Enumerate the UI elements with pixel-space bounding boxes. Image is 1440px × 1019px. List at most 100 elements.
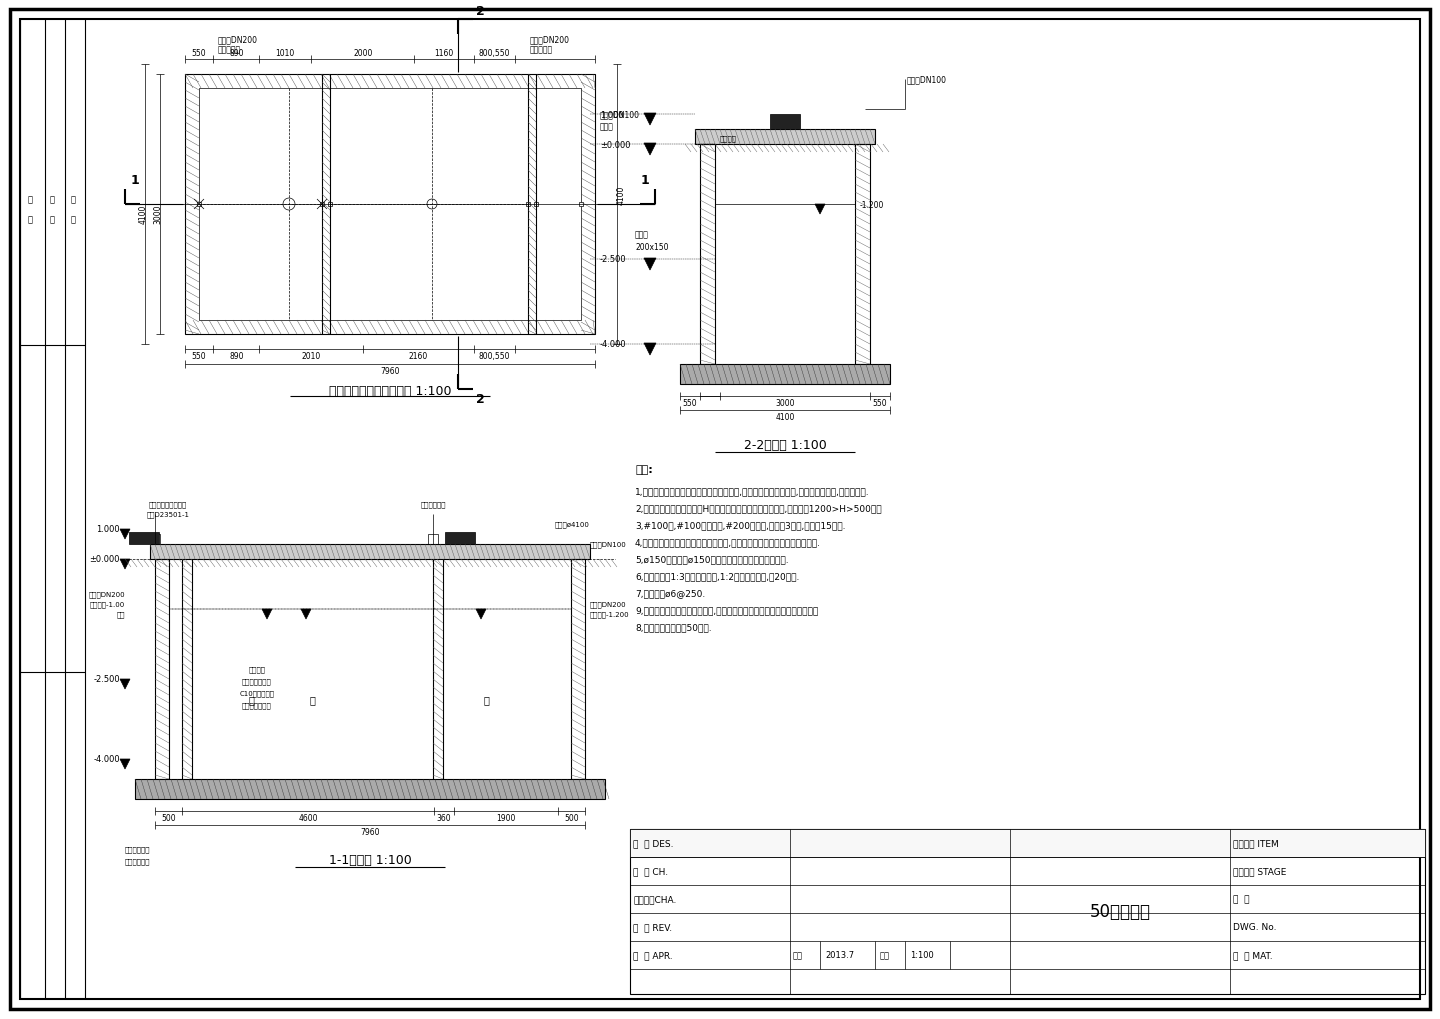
Text: 890: 890: [229, 49, 243, 58]
Polygon shape: [644, 114, 657, 126]
Text: 进水管DN200: 进水管DN200: [530, 36, 570, 45]
Text: 1,化粪池盖板系不能行驶机动车及载货措车,如设置在机动车干道上,公共活动场地时,须另行设计.: 1,化粪池盖板系不能行驶机动车及载货措车,如设置在机动车干道上,公共活动场地时,…: [635, 486, 870, 495]
Bar: [445, 533, 475, 544]
Text: 透气管DN100: 透气管DN100: [590, 541, 626, 548]
Bar: [328, 203, 333, 207]
Text: 钢筋混凝土底板: 钢筋混凝土底板: [242, 678, 272, 685]
Text: 1900: 1900: [495, 813, 516, 822]
Text: 设计项目 ITEM: 设计项目 ITEM: [1233, 839, 1279, 848]
Text: 360: 360: [436, 813, 451, 822]
Bar: [526, 203, 530, 207]
Bar: [130, 533, 158, 544]
Text: 审  定 APR.: 审 定 APR.: [634, 951, 672, 960]
Text: 7960: 7960: [380, 367, 400, 376]
Text: 1.000: 1.000: [600, 110, 624, 119]
Polygon shape: [120, 680, 130, 689]
Bar: [631, 829, 1426, 857]
Text: 6,内外墙采用1:3水泥砂浆打底,1:2水泥砂浆粉面,厚20毫米.: 6,内外墙采用1:3水泥砂浆打底,1:2水泥砂浆粉面,厚20毫米.: [635, 572, 799, 581]
Text: 7960: 7960: [360, 827, 380, 837]
Text: 砖砌结构化粪池池平面图 1:100: 砖砌结构化粪池池平面图 1:100: [328, 384, 451, 397]
Bar: [197, 203, 202, 207]
Text: 550: 550: [192, 49, 206, 58]
Bar: [150, 535, 160, 544]
Bar: [680, 365, 890, 384]
Text: 550: 550: [683, 398, 697, 408]
Text: 进水管DN200: 进水管DN200: [88, 591, 125, 598]
Text: 2-2剖面图 1:100: 2-2剖面图 1:100: [743, 438, 827, 451]
Text: 2160: 2160: [409, 352, 428, 361]
Text: 1-1剖面图 1:100: 1-1剖面图 1:100: [328, 853, 412, 866]
Text: 4100: 4100: [138, 205, 147, 224]
Text: 三方管轴线: 三方管轴线: [217, 46, 240, 54]
Text: 设计负责CHA.: 设计负责CHA.: [634, 895, 677, 904]
Polygon shape: [644, 144, 657, 156]
Text: 3000: 3000: [775, 398, 795, 408]
Bar: [428, 535, 438, 544]
Text: -4.000: -4.000: [600, 340, 626, 350]
Text: 通气孔: 通气孔: [635, 230, 649, 239]
Bar: [700, 145, 716, 365]
Text: 说明:: 说明:: [635, 465, 652, 475]
Text: 200x150: 200x150: [635, 243, 668, 252]
Text: 图: 图: [27, 196, 33, 204]
Text: 2: 2: [477, 392, 485, 406]
Text: 2000: 2000: [353, 49, 373, 58]
Bar: [199, 89, 580, 321]
Text: 腐: 腐: [310, 694, 315, 704]
Text: 550: 550: [192, 352, 206, 361]
Text: 设  计 DES.: 设 计 DES.: [634, 839, 674, 848]
Text: 框: 框: [27, 215, 33, 224]
Text: 1: 1: [131, 174, 140, 186]
Text: 550: 550: [873, 398, 887, 408]
Text: 日期: 日期: [793, 951, 804, 960]
Text: 图  号: 图 号: [1233, 895, 1250, 904]
Text: 用于流地下水: 用于流地下水: [124, 858, 150, 864]
Text: 腐: 腐: [482, 694, 490, 704]
Text: -1.200: -1.200: [860, 201, 884, 209]
Text: 8,化粪池有效容积为50立方.: 8,化粪池有效容积为50立方.: [635, 623, 711, 632]
Text: -2.500: -2.500: [94, 675, 120, 684]
Text: 碎石灰泥石基层: 碎石灰泥石基层: [242, 702, 272, 708]
Polygon shape: [477, 609, 487, 620]
Text: 次: 次: [71, 215, 75, 224]
Text: 9,当相邻建筑基础高于本基础时,相邻建筑基础与本基础的距离不小于其高差: 9,当相邻建筑基础高于本基础时,相邻建筑基础与本基础的距离不小于其高差: [635, 605, 818, 614]
Text: 4100: 4100: [775, 413, 795, 422]
Polygon shape: [644, 259, 657, 271]
Text: ±0.000: ±0.000: [600, 141, 631, 150]
Text: 规格D23501-1: 规格D23501-1: [147, 512, 190, 518]
Text: -4.000: -4.000: [94, 755, 120, 764]
Polygon shape: [120, 759, 130, 769]
Text: 管底标高-1.00: 管底标高-1.00: [89, 601, 125, 607]
Text: 4600: 4600: [298, 813, 318, 822]
Bar: [855, 145, 870, 365]
Text: 1: 1: [641, 174, 649, 186]
Bar: [135, 780, 605, 799]
Text: 普通水泥盖板: 普通水泥盖板: [420, 501, 446, 507]
Text: 2013.7: 2013.7: [825, 951, 854, 960]
Text: 3000: 3000: [154, 205, 163, 224]
Bar: [150, 544, 590, 559]
Text: 7,分布钢筋ø6@250.: 7,分布钢筋ø6@250.: [635, 588, 706, 597]
Text: 腐: 腐: [248, 694, 253, 704]
Text: 所有排污管道: 所有排污管道: [124, 846, 150, 853]
Text: 3,#100砖,#100水泥砂浆,#200混凝土,钢筋为3号钢,保护层15毫米.: 3,#100砖,#100水泥砂浆,#200混凝土,钢筋为3号钢,保护层15毫米.: [635, 521, 845, 530]
Bar: [696, 129, 876, 145]
Bar: [320, 203, 324, 207]
Text: 设计阶段 STAGE: 设计阶段 STAGE: [1233, 866, 1286, 875]
Text: 审  核 REV.: 审 核 REV.: [634, 922, 672, 931]
Text: 800,550: 800,550: [480, 352, 510, 361]
Text: 890: 890: [229, 352, 243, 361]
Text: C10混凝土垫层: C10混凝土垫层: [239, 690, 275, 697]
Text: 2,化粪池水面上的空层深度H根据污水管进口的管底标高而定,但必须在1200>H>500毫米: 2,化粪池水面上的空层深度H根据污水管进口的管底标高而定,但必须在1200>H>…: [635, 503, 881, 513]
Text: 4,化粪池进出口管井地位及管道底标高,必须由总平面污水管道并算标高决定.: 4,化粪池进出口管井地位及管道底标高,必须由总平面污水管道并算标高决定.: [635, 537, 821, 546]
Text: 透气管DN100: 透气管DN100: [600, 110, 639, 119]
Bar: [184, 75, 595, 334]
Text: 比例: 比例: [880, 951, 890, 960]
Text: 编: 编: [49, 196, 55, 204]
Text: -2.500: -2.500: [600, 255, 626, 264]
Text: 进水管DN200: 进水管DN200: [217, 36, 258, 45]
Text: 2010: 2010: [301, 352, 321, 361]
Bar: [579, 203, 583, 207]
Text: 透气管ø4100: 透气管ø4100: [554, 521, 590, 528]
Polygon shape: [301, 609, 311, 620]
